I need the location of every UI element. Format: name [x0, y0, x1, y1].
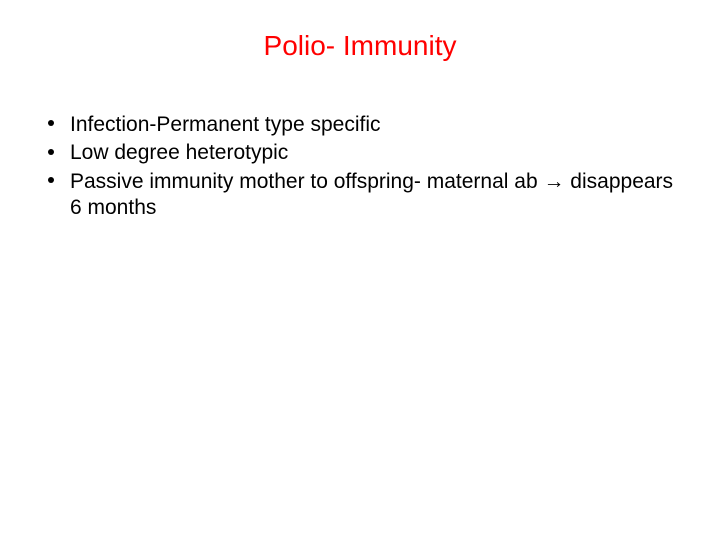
- bullet-text: Low degree heterotypic: [70, 141, 288, 164]
- bullet-icon: [48, 120, 54, 126]
- bullet-text: Passive immunity mother to offspring- ma…: [70, 170, 673, 219]
- bullet-text: Infection-Permanent type specific: [70, 113, 381, 136]
- list-item: Passive immunity mother to offspring- ma…: [30, 169, 690, 222]
- bullet-list: Infection-Permanent type specific Low de…: [30, 112, 690, 221]
- bullet-icon: [48, 149, 54, 155]
- slide: Polio- Immunity Infection-Permanent type…: [0, 0, 720, 540]
- slide-title: Polio- Immunity: [30, 30, 690, 62]
- list-item: Infection-Permanent type specific: [30, 112, 690, 138]
- bullet-icon: [48, 177, 54, 183]
- list-item: Low degree heterotypic: [30, 140, 690, 166]
